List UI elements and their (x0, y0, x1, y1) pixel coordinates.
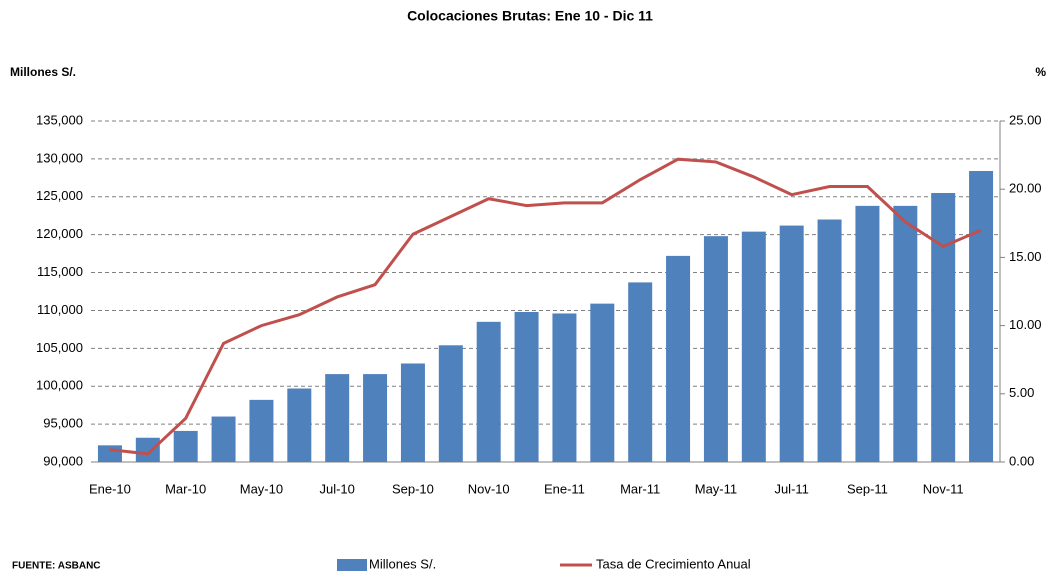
bar (969, 171, 994, 462)
bar (97, 445, 122, 462)
x-tick-label: Sep-10 (392, 481, 434, 496)
line-series (109, 157, 982, 456)
legend-label: Tasa de Crecimiento Anual (596, 556, 751, 571)
bar (666, 255, 691, 462)
x-tick-label: Ene-11 (544, 481, 585, 496)
bar (514, 311, 539, 462)
source-note: FUENTE: ASBANC (12, 561, 101, 572)
y2-tick-label: 0.00 (1009, 453, 1034, 468)
bar (779, 225, 804, 462)
y-tick-label: 95,000 (43, 416, 83, 431)
bar (325, 374, 350, 462)
y-tick-label: 125,000 (36, 188, 83, 203)
y-tick-label: 90,000 (43, 453, 83, 468)
bar (476, 321, 501, 462)
bar (400, 363, 425, 462)
x-tick-label: Sep-11 (847, 481, 888, 496)
y-tick-label: 100,000 (36, 378, 83, 393)
legend-label: Millones S/. (369, 556, 436, 571)
y-tick-label: 110,000 (37, 302, 83, 317)
bar (438, 345, 463, 462)
y2-tick-label: 25.00 (1009, 112, 1042, 127)
x-tick-label: Mar-10 (165, 481, 206, 496)
x-tick-label: Nov-11 (923, 481, 964, 496)
y-tick-label: 120,000 (36, 226, 83, 241)
y2-tick-label: 15.00 (1009, 249, 1042, 264)
x-tick-label: May-11 (695, 481, 737, 496)
bar (287, 388, 312, 462)
bar (135, 437, 160, 462)
bar (703, 236, 728, 462)
y-tick-label: 135,000 (36, 112, 83, 127)
bar (211, 416, 236, 462)
bar (590, 303, 615, 462)
x-tick-label: Mar-11 (620, 481, 660, 496)
y-tick-label: 115,000 (37, 264, 83, 279)
bar (741, 231, 766, 462)
chart-title: Colocaciones Brutas: Ene 10 - Dic 11 (407, 8, 653, 24)
bar (552, 313, 577, 462)
bar (628, 282, 653, 462)
y2-tick-label: 5.00 (1009, 385, 1034, 400)
x-tick-label: May-10 (240, 481, 283, 496)
bar (931, 192, 956, 462)
legend-swatch (337, 559, 367, 571)
x-tick-label: Ene-10 (89, 481, 131, 496)
x-tick-label: Jul-11 (774, 481, 808, 496)
x-tick-label: Jul-10 (319, 481, 354, 496)
y2-axis-label: % (1035, 65, 1046, 79)
y-tick-label: 105,000 (36, 340, 83, 355)
bar (855, 205, 880, 463)
y2-tick-label: 20.00 (1009, 181, 1042, 196)
bar (173, 430, 198, 462)
bar (817, 219, 842, 462)
y-tick-label: 130,000 (36, 150, 83, 165)
y2-tick-label: 10.00 (1009, 317, 1042, 332)
y-axis-label: Millones S/. (10, 65, 76, 79)
x-tick-label: Nov-10 (468, 481, 510, 496)
bar (363, 374, 388, 462)
bar (249, 399, 274, 462)
bar (893, 205, 918, 463)
